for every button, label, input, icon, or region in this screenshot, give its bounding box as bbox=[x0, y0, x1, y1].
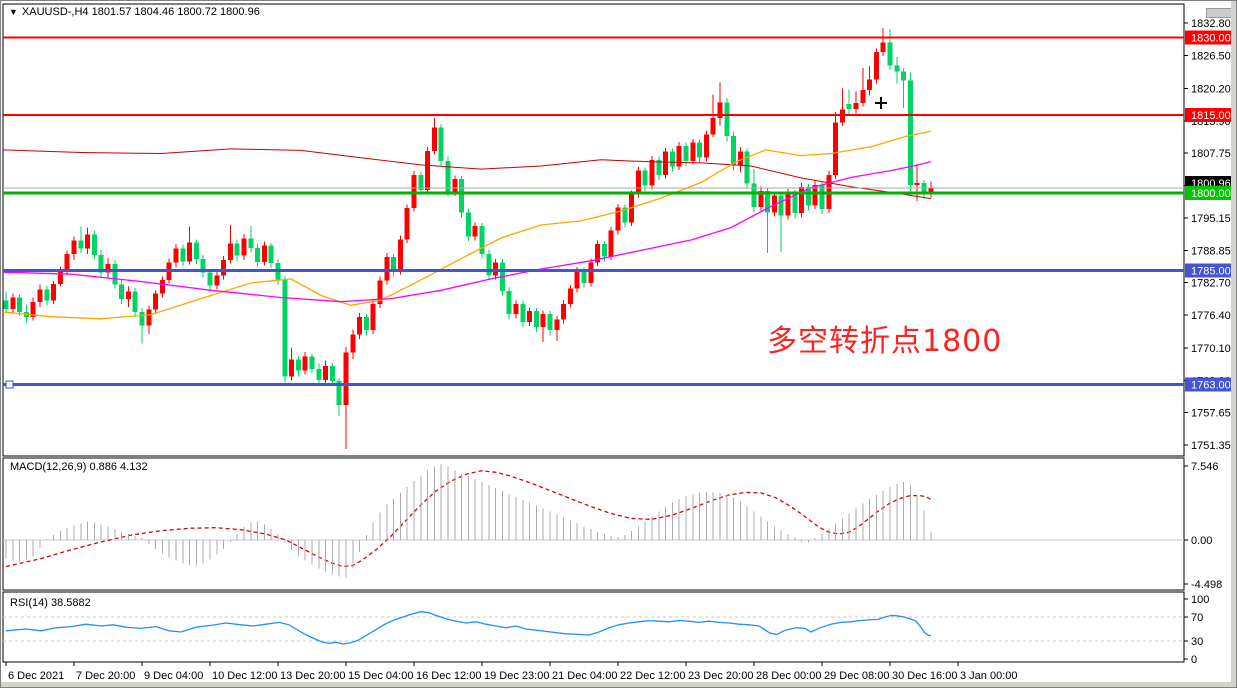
chart-text-annotation[interactable]: 多空转折点1800 bbox=[767, 324, 1003, 359]
svg-text:1800.00: 1800.00 bbox=[1191, 188, 1231, 200]
svg-text:1770.10: 1770.10 bbox=[1191, 343, 1231, 355]
svg-text:1788.85: 1788.85 bbox=[1191, 246, 1231, 258]
svg-text:70: 70 bbox=[1191, 612, 1203, 624]
time-axis-label: 28 Dec 00:00 bbox=[756, 670, 821, 682]
chart-title: ▼ XAUUSD-,H4 1801.57 1804.46 1800.72 1800… bbox=[9, 6, 260, 18]
rsi-panel: 100 70 30 0 bbox=[3, 594, 1209, 666]
trendline-handle[interactable] bbox=[5, 380, 14, 389]
ma-magenta-line[interactable] bbox=[2, 161, 932, 303]
svg-text:1751.35: 1751.35 bbox=[1191, 440, 1231, 452]
time-axis[interactable]: 6 Dec 2021 7 Dec 20:00 9 Dec 04:00 10 Dec 1… bbox=[5, 662, 1018, 682]
svg-text:1795.15: 1795.15 bbox=[1191, 213, 1231, 225]
time-axis-label: 30 Dec 16:00 bbox=[892, 670, 957, 682]
price-badges: 1830.001815.001800.961800.001785.001763.… bbox=[1185, 30, 1233, 392]
time-axis-label: 9 Dec 04:00 bbox=[144, 670, 203, 682]
rsi-line bbox=[5, 610, 932, 645]
ma-orange-line[interactable] bbox=[2, 130, 932, 320]
time-axis-label: 15 Dec 04:00 bbox=[348, 670, 413, 682]
right-edge-strip bbox=[1231, 1, 1236, 687]
horizontal-lines[interactable] bbox=[3, 36, 1184, 389]
panel-frames bbox=[2, 3, 1185, 663]
time-axis-label: 23 Dec 20:00 bbox=[688, 670, 753, 682]
time-axis-label: 10 Dec 12:00 bbox=[212, 670, 277, 682]
svg-text:1807.75: 1807.75 bbox=[1191, 148, 1231, 160]
rsi-indicator-label: RSI(14) 38.5882 bbox=[10, 597, 91, 609]
macd-panel: 7.546 0.00 -4.498 bbox=[3, 461, 1222, 591]
svg-text:1785.00: 1785.00 bbox=[1191, 266, 1231, 278]
time-axis-label: 29 Dec 08:00 bbox=[824, 670, 889, 682]
time-axis-label: 22 Dec 12:00 bbox=[620, 670, 685, 682]
chart-shift-marker[interactable] bbox=[1206, 8, 1234, 18]
time-axis-label: 16 Dec 12:00 bbox=[416, 670, 481, 682]
svg-text:7.546: 7.546 bbox=[1191, 461, 1219, 473]
symbol-ohlc-text: XAUUSD-,H4 1801.57 1804.46 1800.72 1800.… bbox=[21, 6, 260, 18]
macd-indicator-label: MACD(12,26,9) 0.886 4.132 bbox=[10, 461, 148, 473]
time-axis-label: 6 Dec 2021 bbox=[8, 670, 64, 682]
symbol-dropdown-icon[interactable]: ▼ bbox=[9, 7, 18, 17]
svg-text:1815.00: 1815.00 bbox=[1191, 110, 1231, 122]
ma-red-line[interactable] bbox=[2, 148, 932, 200]
svg-text:1782.70: 1782.70 bbox=[1191, 278, 1231, 290]
bottom-edge-strip bbox=[1, 682, 1236, 687]
svg-text:100: 100 bbox=[1191, 594, 1209, 606]
macd-histogram bbox=[5, 463, 932, 578]
svg-text:1820.20: 1820.20 bbox=[1191, 83, 1231, 95]
time-axis-label: 19 Dec 23:00 bbox=[484, 670, 549, 682]
time-axis-label: 7 Dec 20:00 bbox=[76, 670, 135, 682]
time-axis-label: 21 Dec 04:00 bbox=[552, 670, 617, 682]
cross-marker[interactable] bbox=[875, 97, 887, 109]
svg-text:1826.50: 1826.50 bbox=[1191, 51, 1231, 63]
svg-text:0.00: 0.00 bbox=[1191, 535, 1212, 547]
svg-text:1757.65: 1757.65 bbox=[1191, 407, 1231, 419]
svg-text:30: 30 bbox=[1191, 636, 1203, 648]
svg-text:1776.40: 1776.40 bbox=[1191, 310, 1231, 322]
svg-text:-4.498: -4.498 bbox=[1191, 579, 1222, 591]
candles-layer bbox=[3, 28, 934, 449]
svg-text:0: 0 bbox=[1191, 654, 1197, 666]
svg-text:1763.00: 1763.00 bbox=[1191, 380, 1231, 392]
macd-signal-line bbox=[5, 470, 932, 568]
time-axis-label: 13 Dec 20:00 bbox=[280, 670, 345, 682]
svg-text:1830.00: 1830.00 bbox=[1191, 33, 1231, 45]
time-axis-label: 3 Jan 00:00 bbox=[960, 670, 1018, 682]
svg-text:1832.80: 1832.80 bbox=[1191, 18, 1231, 30]
